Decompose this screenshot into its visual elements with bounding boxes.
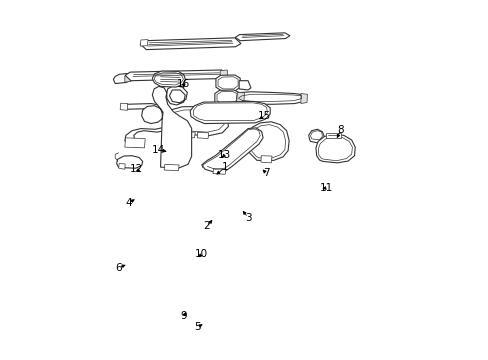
Text: 5: 5 <box>194 322 200 332</box>
Polygon shape <box>216 75 240 91</box>
Polygon shape <box>124 75 131 82</box>
Text: 8: 8 <box>337 125 344 135</box>
Polygon shape <box>121 104 176 147</box>
Polygon shape <box>300 94 307 104</box>
Text: 10: 10 <box>195 249 208 259</box>
Polygon shape <box>218 77 238 89</box>
Polygon shape <box>247 122 288 160</box>
Text: 11: 11 <box>319 183 333 193</box>
Text: 15: 15 <box>257 111 270 121</box>
Polygon shape <box>201 128 263 172</box>
Polygon shape <box>235 33 289 41</box>
Polygon shape <box>220 70 227 78</box>
Polygon shape <box>152 71 185 87</box>
Polygon shape <box>183 132 195 138</box>
Polygon shape <box>315 134 354 163</box>
Polygon shape <box>214 90 239 105</box>
Polygon shape <box>249 125 285 158</box>
Polygon shape <box>120 103 127 111</box>
Polygon shape <box>116 156 142 168</box>
Polygon shape <box>318 137 352 161</box>
Polygon shape <box>124 138 145 148</box>
Text: 12: 12 <box>130 164 143 174</box>
Polygon shape <box>113 73 132 84</box>
Polygon shape <box>164 164 179 171</box>
Polygon shape <box>125 70 227 81</box>
Polygon shape <box>193 103 267 121</box>
Text: 16: 16 <box>177 78 190 89</box>
Text: 14: 14 <box>151 145 164 155</box>
Polygon shape <box>140 40 148 46</box>
Text: 13: 13 <box>218 150 231 160</box>
Text: 3: 3 <box>244 212 251 222</box>
Polygon shape <box>213 168 225 174</box>
Polygon shape <box>217 91 237 103</box>
Polygon shape <box>142 85 191 168</box>
Text: 4: 4 <box>125 198 131 208</box>
Text: 9: 9 <box>180 311 187 321</box>
Text: 2: 2 <box>203 221 210 231</box>
Polygon shape <box>140 38 241 50</box>
Text: 6: 6 <box>115 262 122 273</box>
Polygon shape <box>197 132 208 139</box>
Polygon shape <box>261 156 271 163</box>
Polygon shape <box>236 93 244 104</box>
Polygon shape <box>119 163 125 169</box>
Polygon shape <box>308 129 324 143</box>
Polygon shape <box>236 92 305 104</box>
Polygon shape <box>239 81 250 90</box>
Polygon shape <box>165 107 228 136</box>
Polygon shape <box>190 102 270 123</box>
Polygon shape <box>325 133 340 138</box>
Text: 7: 7 <box>262 168 269 178</box>
Text: 1: 1 <box>221 162 228 172</box>
Polygon shape <box>154 73 183 85</box>
Polygon shape <box>168 110 224 132</box>
